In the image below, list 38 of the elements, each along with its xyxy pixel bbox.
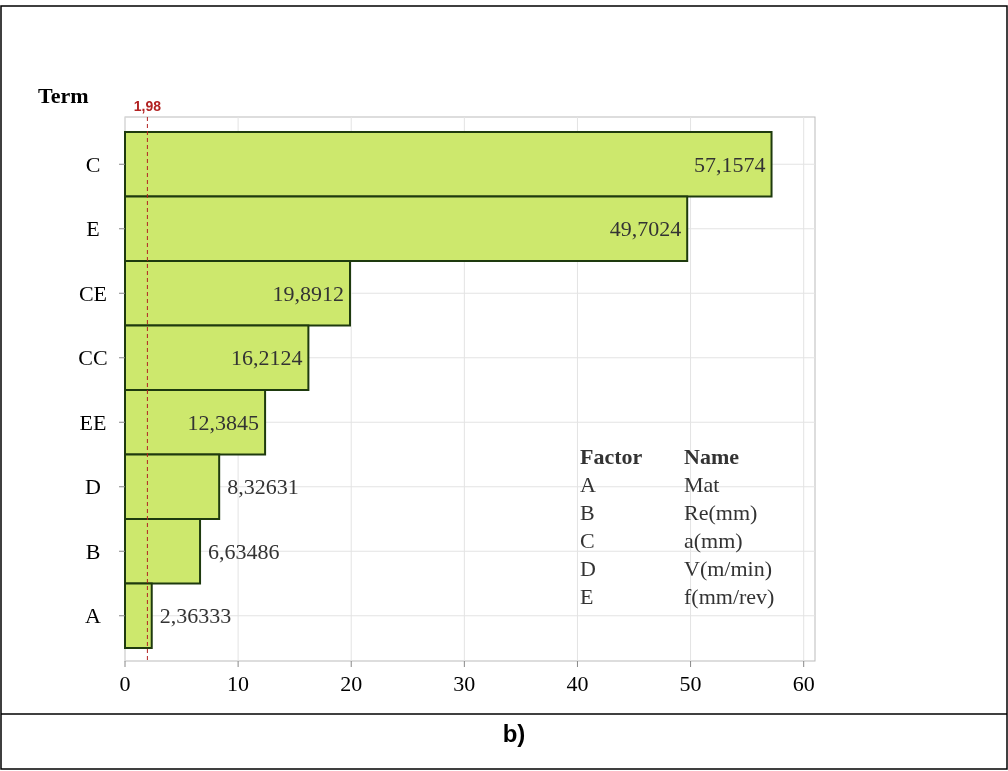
ref-line-label: 1,98: [133, 98, 162, 114]
annotation: Mat: [684, 472, 720, 497]
data-label: 19,8912: [272, 280, 344, 306]
y-axis-title: Term: [38, 83, 89, 108]
annotation: Re(mm): [684, 500, 758, 525]
annotation: V(m/min): [684, 556, 772, 581]
data-label: 49,7024: [609, 216, 682, 242]
x-tick-label: 60: [792, 671, 815, 696]
annotation: a(mm): [684, 528, 743, 553]
x-tick-label: 30: [453, 671, 476, 696]
annotation: f(mm/rev): [684, 584, 775, 609]
data-label: 2,36333: [159, 603, 232, 629]
y-tick-label: CE: [78, 280, 108, 306]
x-tick-label: 40: [566, 671, 589, 696]
text: b): [502, 720, 526, 747]
annotation: C: [580, 528, 595, 553]
y-tick-label: EE: [79, 409, 107, 435]
annotation: Name: [684, 444, 740, 469]
annotation: D: [580, 556, 596, 581]
y-tick-label: A: [85, 603, 102, 629]
y-tick-label: D: [85, 474, 101, 500]
annotation: A: [580, 472, 596, 497]
data-label: 6,63486: [208, 538, 280, 564]
annotation: E: [580, 584, 594, 609]
data-label: 8,32631: [227, 474, 299, 500]
x-tick-label: 50: [679, 671, 702, 696]
y-tick-label: B: [85, 538, 101, 564]
data-label: 57,1574: [694, 151, 766, 177]
annotation: Factor: [580, 444, 643, 469]
x-tick-label: 10: [227, 671, 250, 696]
x-tick-label: 0: [119, 671, 131, 696]
y-tick-label: C: [85, 151, 101, 177]
x-tick-label: 20: [340, 671, 363, 696]
y-tick-label: E: [86, 216, 100, 242]
y-tick-label: CC: [78, 345, 108, 371]
data-label: 12,3845: [187, 409, 260, 435]
annotation: B: [580, 500, 595, 525]
data-label: 16,2124: [230, 345, 303, 371]
